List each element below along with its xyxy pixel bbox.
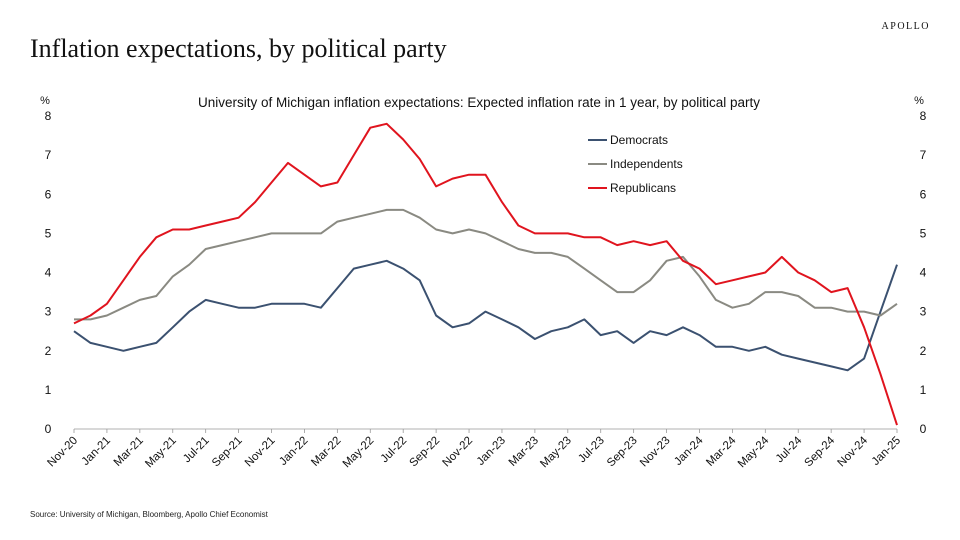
legend-label: Independents [610,157,683,171]
series-line-democrats [73,259,898,372]
series-layer [73,122,898,426]
page-title: Inflation expectations, by political par… [30,34,447,63]
y-tick-label-left: 7 [45,148,52,162]
legend: Democrats Independents Republicans [588,133,683,195]
y-tick-label-right: 6 [920,187,927,201]
x-tick-label: Nov-22 [440,435,475,470]
x-tick-label: Jul-24 [774,434,805,465]
legend-label: Republicans [610,181,676,195]
y-tick-label-left: 2 [45,344,52,358]
y-tick-label-right: 5 [920,226,927,240]
y-tick-label-left: 8 [45,109,52,123]
y-tick-label-right: 3 [920,305,927,319]
x-tick-label: May-23 [538,435,574,471]
x-tick-label: Jul-23 [576,435,607,466]
y-axis-unit-left: % [40,95,50,107]
y-tick-label-left: 1 [45,383,52,397]
x-tick-label: Nov-23 [638,435,673,470]
x-tick-label: Jan-23 [475,435,508,468]
chart-title: University of Michigan inflation expecta… [198,95,760,110]
x-tick-label: Jan-22 [277,435,310,468]
x-tick-label: Mar-23 [507,435,541,469]
y-tick-label-left: 4 [45,266,52,280]
y-tick-label-left: 6 [45,187,52,201]
series-line-republicans [73,122,898,426]
y-tick-label-left: 0 [45,422,52,436]
x-tick-label: Jul-21 [181,435,212,466]
y-tick-label-right: 0 [920,422,927,436]
y-tick-label-right: 2 [920,344,927,358]
y-tick-label-right: 4 [920,266,927,280]
y-tick-label-right: 8 [920,109,927,123]
x-tick-label: Jan-24 [672,434,706,468]
x-tick-label: Mar-22 [309,435,343,469]
legend-label: Democrats [610,133,668,147]
y-axis-unit-right: % [914,95,924,107]
y-tick-label-right: 7 [920,148,927,162]
x-tick-label: Nov-20 [45,435,80,470]
y-tick-label-left: 5 [45,226,52,240]
x-tick-label: May-24 [736,434,772,470]
y-tick-label-left: 3 [45,305,52,319]
y-tick-label-right: 1 [920,383,927,397]
x-tick-label: May-22 [341,435,377,471]
x-tick-label: May-21 [143,435,179,471]
x-tick-label: Jan-21 [80,435,113,468]
brand-logo: APOLLO [881,21,930,32]
x-tick-label: Mar-21 [112,435,146,469]
x-tick-label: Sep-21 [210,435,245,470]
source-note: Source: University of Michigan, Bloomber… [30,510,268,519]
series-line-independents [74,208,898,321]
x-tick-label: Sep-23 [605,435,640,470]
x-tick-label: Jul-22 [379,435,410,466]
x-tick-label: Nov-21 [243,435,278,470]
x-tick-label: Sep-22 [408,435,443,470]
x-tick-label: Mar-24 [704,434,739,469]
x-tick-label: Sep-24 [803,434,838,469]
x-tick-label: Nov-24 [835,434,870,469]
x-tick-label: Jan-25 [870,435,903,468]
